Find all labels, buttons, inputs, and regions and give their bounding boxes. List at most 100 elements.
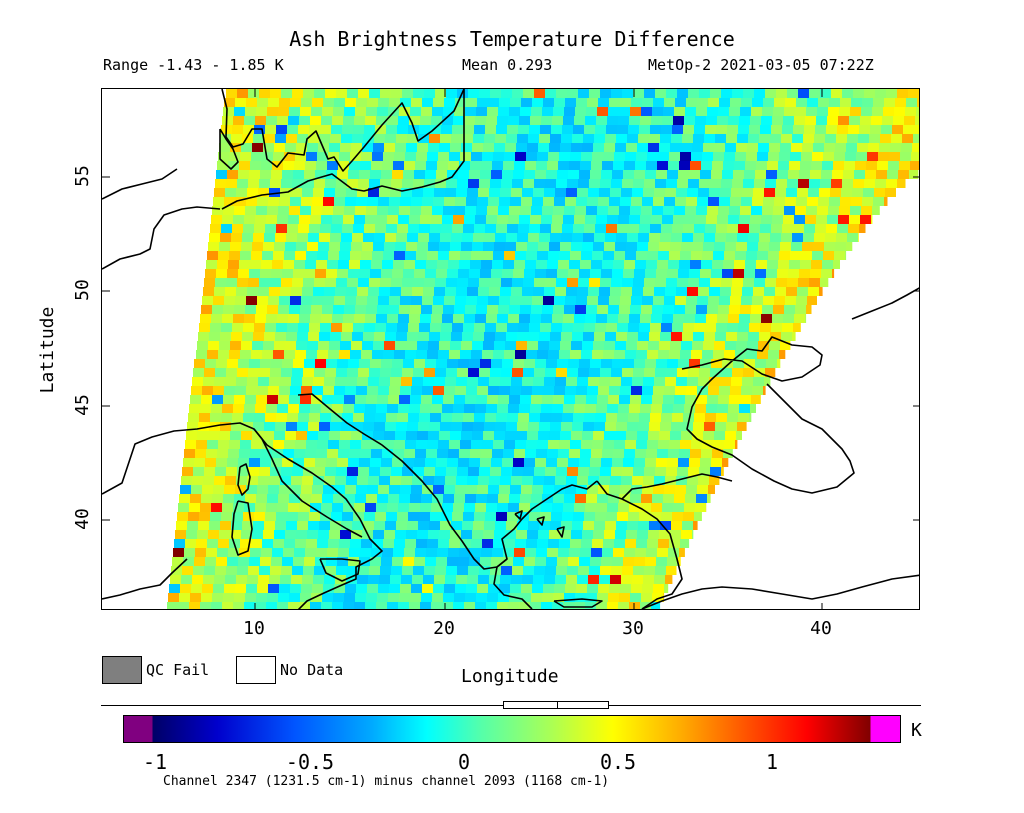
swath-cell xyxy=(346,287,357,296)
swath-cell xyxy=(805,116,816,125)
swath-cell xyxy=(340,341,351,350)
swath-cell xyxy=(275,134,286,143)
swath-cell xyxy=(457,179,468,188)
swath-cell xyxy=(232,512,243,521)
swath-cell xyxy=(545,467,556,476)
swath-cell xyxy=(241,530,252,539)
swath-cell xyxy=(381,458,392,467)
swath-cell xyxy=(424,566,435,575)
swath-cell xyxy=(500,377,511,386)
swath-cell xyxy=(194,458,205,467)
swath-cell xyxy=(318,341,329,350)
swath-cell xyxy=(373,530,384,539)
swath-cell xyxy=(648,530,659,539)
swath-cell xyxy=(352,332,363,341)
swath-cell xyxy=(571,143,582,152)
swath-cell xyxy=(271,359,282,368)
swath-cell xyxy=(361,251,372,260)
swath-cell xyxy=(652,494,663,503)
swath-cell xyxy=(428,530,439,539)
swath-cell xyxy=(448,260,459,269)
swath-cell xyxy=(352,521,363,530)
swath-cell xyxy=(332,404,343,413)
swath-cell xyxy=(368,476,379,485)
swath-cell xyxy=(619,305,630,314)
swath-cell xyxy=(465,494,476,503)
swath-cell xyxy=(564,305,575,314)
swath-cell xyxy=(389,584,400,593)
swath-cell xyxy=(830,188,841,197)
swath-cell xyxy=(604,530,615,539)
swath-cell xyxy=(917,98,919,107)
swath-cell xyxy=(344,305,355,314)
swath-cell xyxy=(521,98,532,107)
swath-cell xyxy=(456,377,467,386)
swath-cell xyxy=(774,98,785,107)
swath-cell xyxy=(611,89,622,98)
swath-cell xyxy=(653,386,664,395)
swath-cell xyxy=(498,395,509,404)
swath-cell xyxy=(644,566,655,575)
swath-cell xyxy=(740,395,751,404)
swath-cell xyxy=(656,557,667,566)
swath-cell xyxy=(398,404,409,413)
swath-cell xyxy=(261,260,272,269)
swath-cell xyxy=(721,467,724,476)
swath-cell xyxy=(267,107,278,116)
swath-cell xyxy=(458,269,469,278)
swath-cell xyxy=(342,413,353,422)
swath-cell xyxy=(509,305,520,314)
swath-cell xyxy=(521,584,532,593)
swath-cell xyxy=(694,224,705,233)
swath-cell xyxy=(483,431,494,440)
swath-cell xyxy=(294,449,305,458)
swath-cell xyxy=(486,503,497,512)
swath-cell xyxy=(831,89,842,98)
swath-cell xyxy=(379,188,390,197)
swath-cell xyxy=(669,251,680,260)
swath-cell xyxy=(526,152,537,161)
swath-cell xyxy=(446,179,457,188)
swath-cell xyxy=(563,503,574,512)
swath-cell xyxy=(415,449,426,458)
swath-cell xyxy=(273,251,284,260)
swath-cell xyxy=(507,323,518,332)
swath-cell xyxy=(760,125,771,134)
swath-cell xyxy=(799,269,810,278)
swath-cell xyxy=(731,377,742,386)
swath-cell xyxy=(481,161,492,170)
swath-cell xyxy=(358,566,369,575)
swath-cell xyxy=(426,449,437,458)
swath-cell xyxy=(180,584,191,593)
coastlines xyxy=(102,89,919,609)
swath-cell xyxy=(333,593,344,602)
swath-cell xyxy=(207,350,218,359)
swath-cell xyxy=(557,458,568,467)
swath-cell xyxy=(379,287,390,296)
swath-cell xyxy=(725,242,736,251)
swath-cell xyxy=(421,305,432,314)
swath-cell xyxy=(724,251,735,260)
swath-cell xyxy=(632,377,643,386)
swath-cell xyxy=(254,413,265,422)
swath-cell xyxy=(742,377,753,386)
swath-cell xyxy=(217,260,228,269)
swath-cell xyxy=(475,404,486,413)
swath-cell xyxy=(463,125,474,134)
swath-cell xyxy=(813,242,824,251)
swath-cell xyxy=(477,584,488,593)
swath-cell xyxy=(688,467,699,476)
swath-cell xyxy=(615,242,626,251)
swath-cell xyxy=(672,125,683,134)
swath-cell xyxy=(290,197,301,206)
swath-cell xyxy=(618,503,629,512)
swath-cell xyxy=(427,350,438,359)
swath-cell xyxy=(328,440,339,449)
swath-cell xyxy=(535,557,546,566)
swath-cell xyxy=(533,476,544,485)
swath-cell xyxy=(498,305,509,314)
swath-cell xyxy=(738,224,749,233)
swath-cell xyxy=(224,98,235,107)
swath-cell xyxy=(279,98,290,107)
swath-cell xyxy=(656,269,667,278)
